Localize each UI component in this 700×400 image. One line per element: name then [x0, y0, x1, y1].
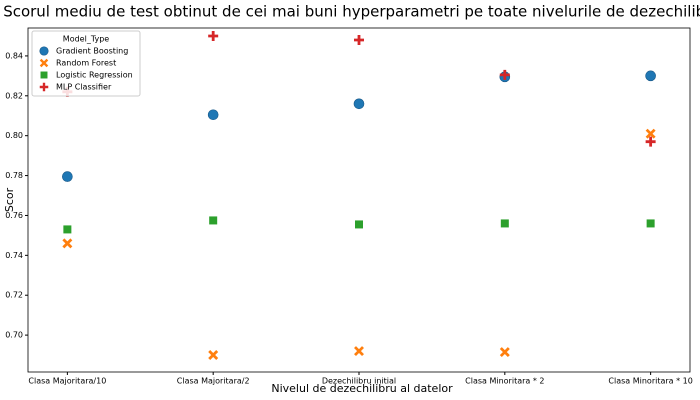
x-tick-label: Clasa Minoritara * 10	[608, 377, 692, 386]
point	[354, 34, 364, 45]
point	[207, 109, 219, 121]
x-tick-label: Clasa Minoritara * 2	[465, 377, 544, 386]
legend-title: Model_Type	[63, 35, 109, 44]
point	[208, 30, 219, 41]
y-tick-label: 0.78	[5, 171, 23, 180]
point	[355, 220, 363, 229]
chart-title: Scorul mediu de test obtinut de cei mai …	[3, 3, 700, 21]
x-tick-label: Dezechilibru initial	[322, 377, 396, 386]
legend-box	[31, 30, 141, 97]
legend-marker	[40, 71, 48, 79]
point	[353, 98, 365, 110]
point	[499, 69, 510, 80]
point	[645, 70, 656, 82]
point	[209, 216, 218, 225]
point	[645, 128, 656, 139]
point	[354, 346, 364, 357]
legend-marker	[39, 46, 49, 56]
y-axis-label: Scor	[3, 187, 16, 212]
legend-marker	[39, 82, 49, 92]
point	[62, 171, 73, 182]
y-tick-label: 0.74	[5, 251, 23, 260]
x-tick-label: Clasa Majoritara/10	[28, 377, 106, 386]
y-tick-label: 0.84	[5, 51, 23, 60]
x-tick-label: Clasa Majoritara/2	[177, 377, 250, 386]
y-tick-label: 0.70	[5, 331, 23, 340]
point	[62, 238, 73, 249]
legend-label: Gradient Boosting	[56, 47, 128, 56]
y-tick-label: 0.72	[5, 291, 23, 300]
y-tick-label: 0.80	[5, 131, 23, 140]
point	[208, 350, 219, 361]
y-tick-label: 0.76	[5, 211, 23, 220]
point	[63, 225, 72, 234]
point	[500, 219, 509, 228]
point	[499, 347, 510, 358]
y-tick-label: 0.82	[5, 91, 23, 100]
legend-marker	[39, 58, 49, 68]
point	[645, 136, 656, 147]
point	[646, 219, 655, 228]
legend-label: Logistic Regression	[56, 71, 133, 80]
legend-label: MLP Classifier	[56, 83, 112, 92]
x-axis-label: Nivelul de dezechilibru al datelor	[271, 382, 453, 395]
legend-label: Random Forest	[56, 59, 116, 68]
